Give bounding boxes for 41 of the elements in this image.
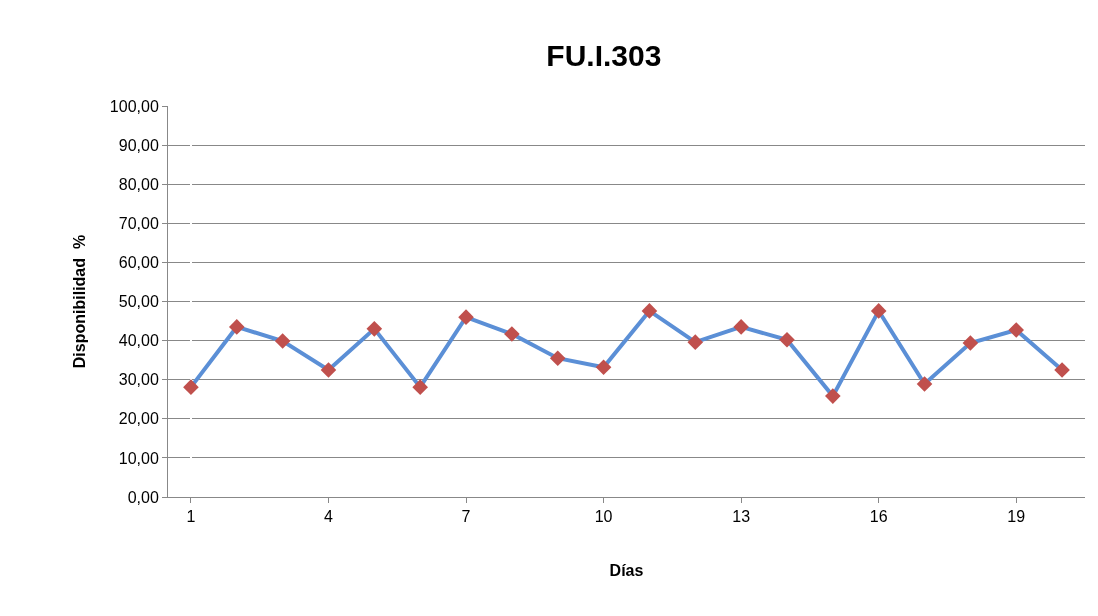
point [1054, 362, 1070, 378]
y-axis-title: Disponibilidad % [70, 234, 88, 369]
point [687, 334, 704, 350]
x-tick-label: 10 [594, 508, 613, 526]
point [412, 379, 428, 395]
x-tick-label: 13 [732, 508, 751, 526]
y-tick-label: 0,00 [127, 488, 159, 506]
point [641, 303, 658, 319]
point [825, 388, 841, 404]
point [1008, 322, 1025, 338]
point [274, 333, 291, 349]
point [228, 319, 245, 335]
y-tick-label: 60,00 [118, 254, 159, 271]
y-tick-label: 30,00 [118, 371, 159, 389]
point [916, 376, 933, 392]
point [733, 319, 749, 335]
y-tick-label: 40,00 [118, 332, 159, 350]
x-tick-label: 7 [461, 508, 471, 526]
point [870, 303, 887, 319]
point [320, 362, 337, 378]
point [366, 321, 383, 337]
y-tick-label: 70,00 [118, 214, 159, 232]
point [962, 335, 979, 351]
y-tick-label: 100,00 [109, 97, 159, 115]
point [549, 350, 566, 366]
y-tick-label: 50,00 [118, 293, 159, 311]
y-tick-label: 80,00 [118, 175, 159, 193]
y-tick-label: 10,00 [118, 449, 159, 467]
x-tick-label: 19 [1007, 508, 1026, 526]
y-tick-label: 20,00 [118, 410, 159, 428]
x-tick-label: 1 [186, 508, 196, 526]
point [458, 309, 474, 325]
x-tick-label: 4 [324, 508, 334, 526]
x-axis-title: Días [609, 561, 644, 579]
point [595, 359, 612, 375]
chart-title: FU.I.303 [546, 38, 662, 72]
x-tick-label: 16 [869, 508, 888, 526]
point [183, 379, 199, 395]
point [504, 326, 520, 342]
point [779, 332, 795, 348]
y-tick-label: 90,00 [118, 136, 159, 154]
